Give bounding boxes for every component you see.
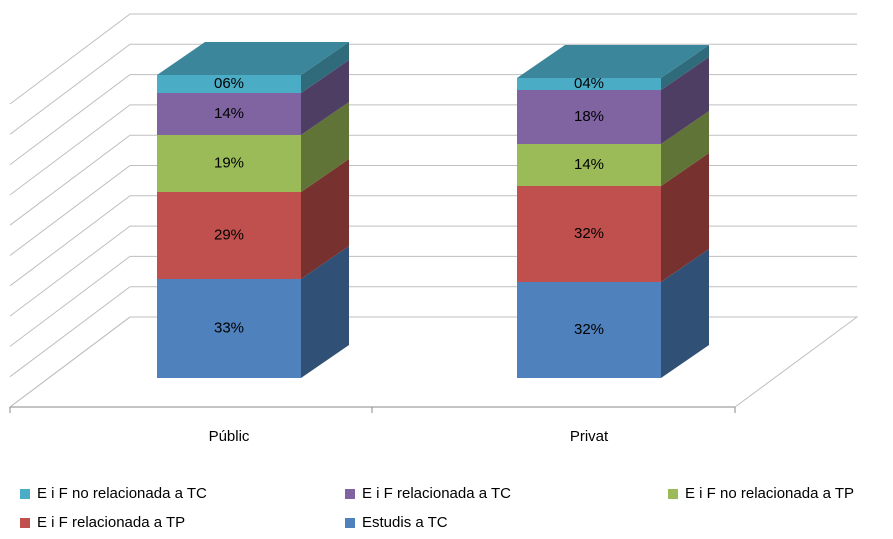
bar-side: [661, 57, 709, 144]
legend-marker: [345, 489, 355, 499]
data-label: 33%: [214, 319, 244, 336]
legend-marker: [345, 518, 355, 528]
legend-label: E i F relacionada a TC: [362, 485, 511, 502]
legend-marker: [668, 489, 678, 499]
data-label: 29%: [214, 226, 244, 243]
bar: [517, 282, 661, 378]
legend-marker: [20, 489, 30, 499]
data-label: 14%: [574, 156, 604, 173]
data-label: 19%: [214, 154, 244, 171]
bar-side: [661, 153, 709, 282]
legend-marker: [20, 518, 30, 528]
legend-label: E i F no relacionada a TP: [685, 485, 854, 502]
grid-line: [9, 195, 857, 287]
bar: [157, 279, 301, 378]
grid-line: [9, 134, 857, 226]
bar-side: [301, 159, 349, 279]
grid-line: [9, 43, 857, 135]
grid-line: [9, 165, 857, 256]
grid-line: [9, 316, 857, 408]
data-label: 32%: [574, 225, 604, 242]
bar-side: [661, 111, 709, 186]
bar-top: [517, 45, 709, 78]
bar-side: [661, 45, 709, 90]
data-label: 14%: [214, 105, 244, 122]
x-tick-label: Públic: [209, 428, 250, 445]
legend-label: E i F relacionada a TP: [37, 514, 185, 531]
data-label: 06%: [214, 75, 244, 92]
bar: [517, 186, 661, 282]
bar-side: [661, 249, 709, 378]
bar-side: [301, 102, 349, 192]
bar: [157, 75, 301, 93]
bar: [157, 93, 301, 135]
legend-label: E i F no relacionada a TC: [37, 485, 207, 502]
bar: [517, 90, 661, 144]
bar: [157, 192, 301, 279]
grid-line: [9, 13, 857, 105]
bar-side: [301, 246, 349, 378]
grid-line: [9, 286, 857, 378]
x-tick-label: Privat: [570, 428, 609, 445]
bar-top: [157, 42, 349, 75]
grid-line: [9, 104, 857, 196]
bar: [517, 78, 661, 90]
data-label: 32%: [574, 321, 604, 338]
bar-side: [301, 60, 349, 135]
legend-label: Estudis a TC: [362, 514, 448, 531]
floor: [8, 316, 859, 408]
grid-line: [9, 225, 857, 317]
grid-line: [9, 255, 857, 347]
data-label: 04%: [574, 75, 604, 92]
bar: [517, 144, 661, 186]
bar: [157, 135, 301, 192]
bar-side: [301, 42, 349, 93]
grid-line: [9, 74, 857, 166]
data-label: 18%: [574, 108, 604, 125]
